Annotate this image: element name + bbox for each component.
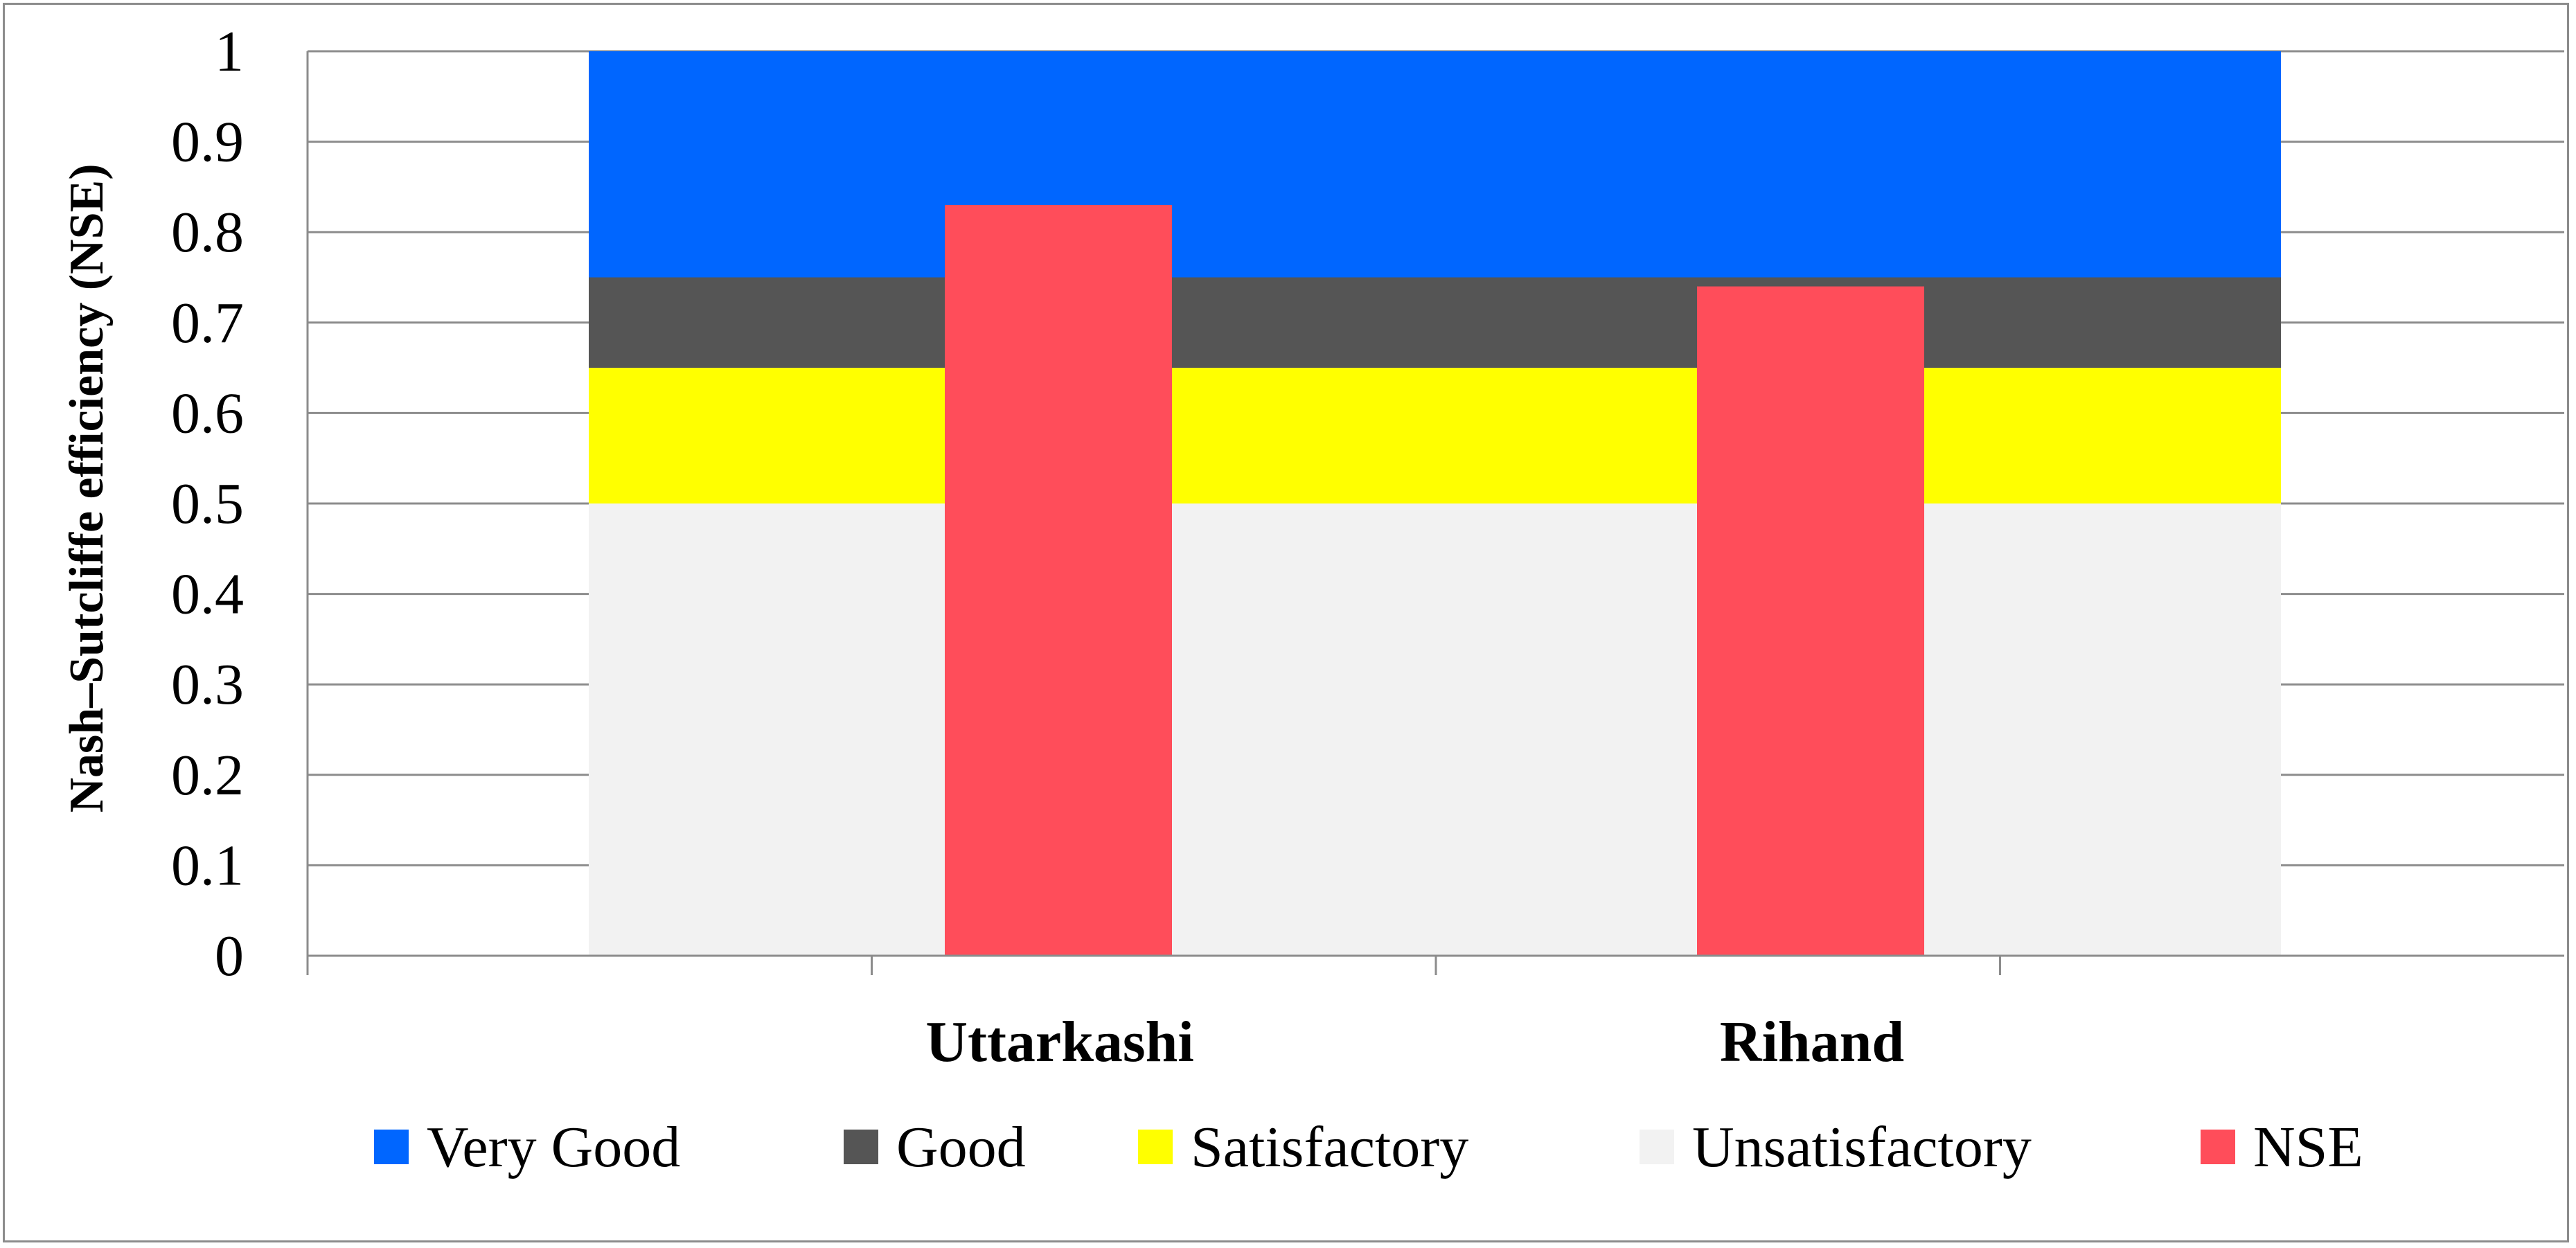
legend-swatch — [374, 1130, 409, 1164]
axes — [306, 51, 2564, 975]
y-tick-label-2: 0.2 — [171, 743, 244, 808]
legend-item-very-good: Very Good — [374, 1115, 680, 1179]
y-tick-labels: 0 0.1 0.2 0.3 0.4 0.5 0.6 0.7 0.8 0.9 1 — [171, 19, 244, 988]
nse-bars — [945, 205, 1924, 956]
legend-item-satisfactory: Satisfactory — [1138, 1115, 1468, 1179]
y-tick-label-6: 0.6 — [171, 381, 244, 445]
nse-bar-rihand — [1697, 286, 1924, 956]
legend-swatch — [1138, 1130, 1173, 1164]
category-labels: Uttarkashi Rihand — [925, 1010, 1904, 1074]
legend-swatch — [2201, 1130, 2235, 1164]
band-satisfactory — [589, 368, 2281, 503]
legend-label: Satisfactory — [1191, 1115, 1468, 1179]
performance-bands — [589, 51, 2281, 956]
band-very-good — [589, 51, 2281, 278]
band-good — [589, 277, 2281, 368]
y-tick-label-4: 0.4 — [171, 562, 244, 627]
y-tick-label-10: 1 — [215, 19, 244, 84]
legend-label: Very Good — [427, 1115, 680, 1179]
category-label-uttarkashi: Uttarkashi — [925, 1010, 1193, 1074]
y-tick-label-8: 0.8 — [171, 200, 244, 265]
legend-label: NSE — [2253, 1115, 2363, 1179]
y-tick-label-7: 0.7 — [171, 291, 244, 355]
y-tick-label-3: 0.3 — [171, 652, 244, 717]
y-tick-label-5: 0.5 — [171, 472, 244, 536]
legend-swatch — [844, 1130, 878, 1164]
legend-item-good: Good — [844, 1115, 1026, 1179]
legend-item-unsatisfactory: Unsatisfactory — [1640, 1115, 2032, 1179]
y-tick-label-0: 0 — [215, 924, 244, 988]
legend-swatch — [1640, 1130, 1674, 1164]
legend-label: Unsatisfactory — [1692, 1115, 2032, 1179]
legend-item-nse: NSE — [2201, 1115, 2363, 1179]
y-tick-label-1: 0.1 — [171, 833, 244, 898]
y-tick-label-9: 0.9 — [171, 110, 244, 175]
y-axis-title: Nash–Sutcliffe efficiency (NSE) — [60, 163, 114, 812]
category-label-rihand: Rihand — [1720, 1010, 1904, 1074]
legend: Very Good Good Satisfactory Unsatisfactory N… — [374, 1115, 2363, 1179]
nse-bar-uttarkashi — [945, 205, 1172, 956]
band-unsatisfactory — [589, 503, 2281, 956]
legend-label: Good — [896, 1115, 1026, 1179]
